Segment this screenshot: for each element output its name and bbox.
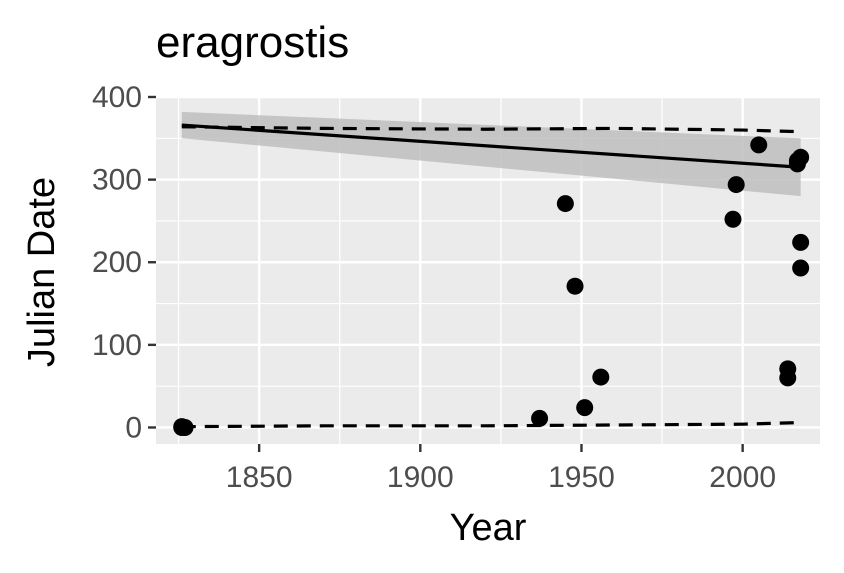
quantile-lines-layer — [181, 125, 801, 429]
data-point — [576, 399, 594, 417]
data-point — [592, 368, 610, 386]
data-point — [792, 148, 810, 166]
x-tick-label: 1950 — [548, 461, 615, 494]
data-points-layer — [173, 136, 810, 436]
trend-line — [181, 123, 801, 169]
trend-line-layer — [181, 123, 801, 169]
x-axis-ticks: 1850 1900 1950 2000 — [226, 444, 776, 494]
data-point — [750, 136, 768, 154]
data-point — [792, 233, 810, 251]
data-point — [566, 277, 584, 295]
confidence-band-layer — [181, 111, 801, 197]
x-axis-title: Year — [450, 507, 527, 549]
x-tick-label: 1900 — [387, 461, 454, 494]
data-point — [779, 369, 797, 387]
data-point — [727, 176, 745, 194]
confidence-band — [181, 111, 801, 197]
y-axis-ticks: 0 100 200 300 400 — [92, 81, 156, 444]
data-point — [531, 409, 549, 427]
y-tick-label: 300 — [92, 164, 142, 197]
data-point — [176, 418, 194, 436]
y-tick-label: 200 — [92, 246, 142, 279]
lower-quantile-line — [181, 420, 801, 429]
upper-quantile-line — [181, 125, 801, 134]
data-point — [724, 210, 742, 228]
y-tick-label: 100 — [92, 329, 142, 362]
data-point — [792, 259, 810, 277]
y-tick-label: 0 — [125, 411, 142, 444]
y-tick-label: 400 — [92, 81, 142, 114]
y-axis-title: Julian Date — [21, 177, 63, 367]
data-point — [556, 195, 574, 213]
x-tick-label: 1850 — [226, 461, 293, 494]
x-tick-label: 2000 — [709, 461, 776, 494]
chart-title: eragrostis — [156, 18, 350, 67]
